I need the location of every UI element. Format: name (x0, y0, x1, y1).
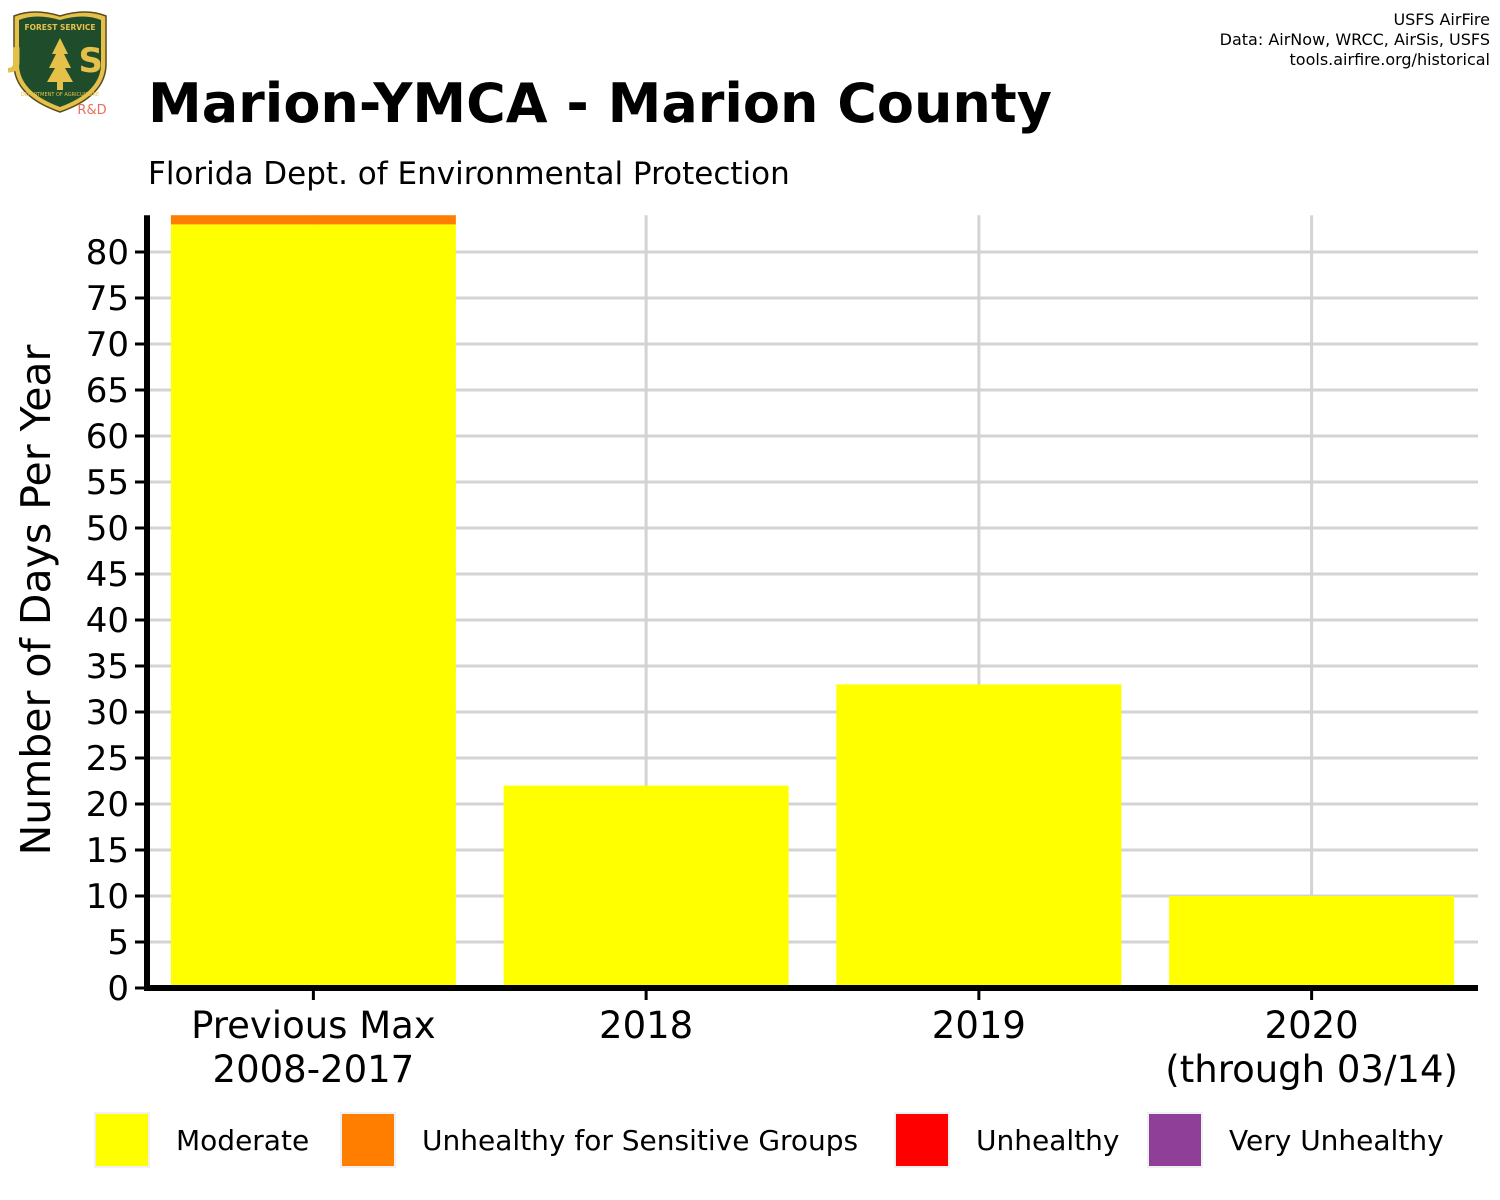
credit-line-3: tools.airfire.org/historical (1289, 50, 1490, 69)
legend-swatch (894, 1112, 950, 1168)
bar-chart: 0 5 10 15 20 25 30 35 40 45 50 55 60 65 70 75 80 Previou… (12, 215, 1478, 1091)
y-tick-label: 30 (86, 693, 129, 733)
logo-bottom-text: DEPARTMENT OF AGRICULTURE (21, 92, 99, 98)
x-tick-label: 2019 (932, 1004, 1026, 1047)
legend-swatch (94, 1112, 150, 1168)
bar-segment (503, 785, 789, 988)
x-tick-label: 2020 (1265, 1004, 1359, 1047)
legend-swatch (340, 1112, 396, 1168)
y-tick-label: 25 (86, 739, 129, 779)
y-tick-label: 80 (86, 233, 129, 273)
y-tick-label: 65 (86, 371, 129, 411)
logo-rd-tag: R&D (77, 103, 106, 118)
x-tick-label: 2018 (599, 1004, 693, 1047)
x-tick-label: Previous Max (191, 1004, 436, 1047)
y-tick-label: 60 (86, 417, 129, 457)
x-tick-label: 2008-2017 (213, 1048, 415, 1091)
y-axis-ticks: 0 5 10 15 20 25 30 35 40 45 50 55 60 65 70 75 80 (86, 233, 147, 1009)
y-tick-label: 5 (107, 923, 129, 963)
legend-item: Unhealthy for Sensitive Groups (340, 1108, 858, 1172)
y-tick-label: 45 (86, 555, 129, 595)
y-axis-label: Number of Days Per Year (12, 344, 60, 855)
x-tick-label: (through 03/14) (1165, 1048, 1458, 1091)
bar-segment (1169, 896, 1455, 988)
bar-segment (836, 684, 1122, 988)
y-tick-label: 10 (86, 877, 129, 917)
y-tick-label: 15 (86, 831, 129, 871)
vertical-gridlines (311, 215, 1314, 988)
y-tick-label: 75 (86, 279, 129, 319)
tree-icon (47, 38, 73, 90)
usfs-shield-logo: FOREST SERVICE U S DEPARTMENT OF AGRICUL… (8, 11, 107, 118)
y-tick-label: 70 (86, 325, 129, 365)
logo-top-text: FOREST SERVICE (24, 23, 95, 32)
data-credit: USFS AirFire Data: AirNow, WRCC, AirSis,… (1220, 10, 1490, 70)
y-tick-label: 55 (86, 463, 129, 503)
legend-label: Very Unhealthy (1229, 1123, 1444, 1157)
bar-segment (170, 224, 456, 988)
credit-line-1: USFS AirFire (1393, 10, 1490, 29)
y-tick-label: 20 (86, 785, 129, 825)
y-tick-label: 35 (86, 647, 129, 687)
chart-title: Marion-YMCA - Marion County (148, 72, 1052, 135)
legend-item: Unhealthy (894, 1108, 1119, 1172)
legend-item: Very Unhealthy (1147, 1108, 1444, 1172)
chart-subtitle: Florida Dept. of Environmental Protectio… (148, 156, 790, 192)
bar-segment (170, 215, 456, 225)
y-tick-label: 50 (86, 509, 129, 549)
y-tick-label: 40 (86, 601, 129, 641)
legend: Moderate Unhealthy for Sensitive Groups Un… (0, 1108, 1500, 1172)
bar-layer (170, 215, 1455, 988)
legend-label: Unhealthy for Sensitive Groups (422, 1123, 859, 1157)
y-tick-label: 0 (107, 969, 129, 1009)
legend-item: Moderate (94, 1108, 309, 1172)
legend-label: Moderate (176, 1123, 310, 1157)
legend-swatch (1147, 1112, 1203, 1168)
credit-line-2: Data: AirNow, WRCC, AirSis, USFS (1219, 30, 1490, 49)
legend-label: Unhealthy (976, 1123, 1120, 1157)
